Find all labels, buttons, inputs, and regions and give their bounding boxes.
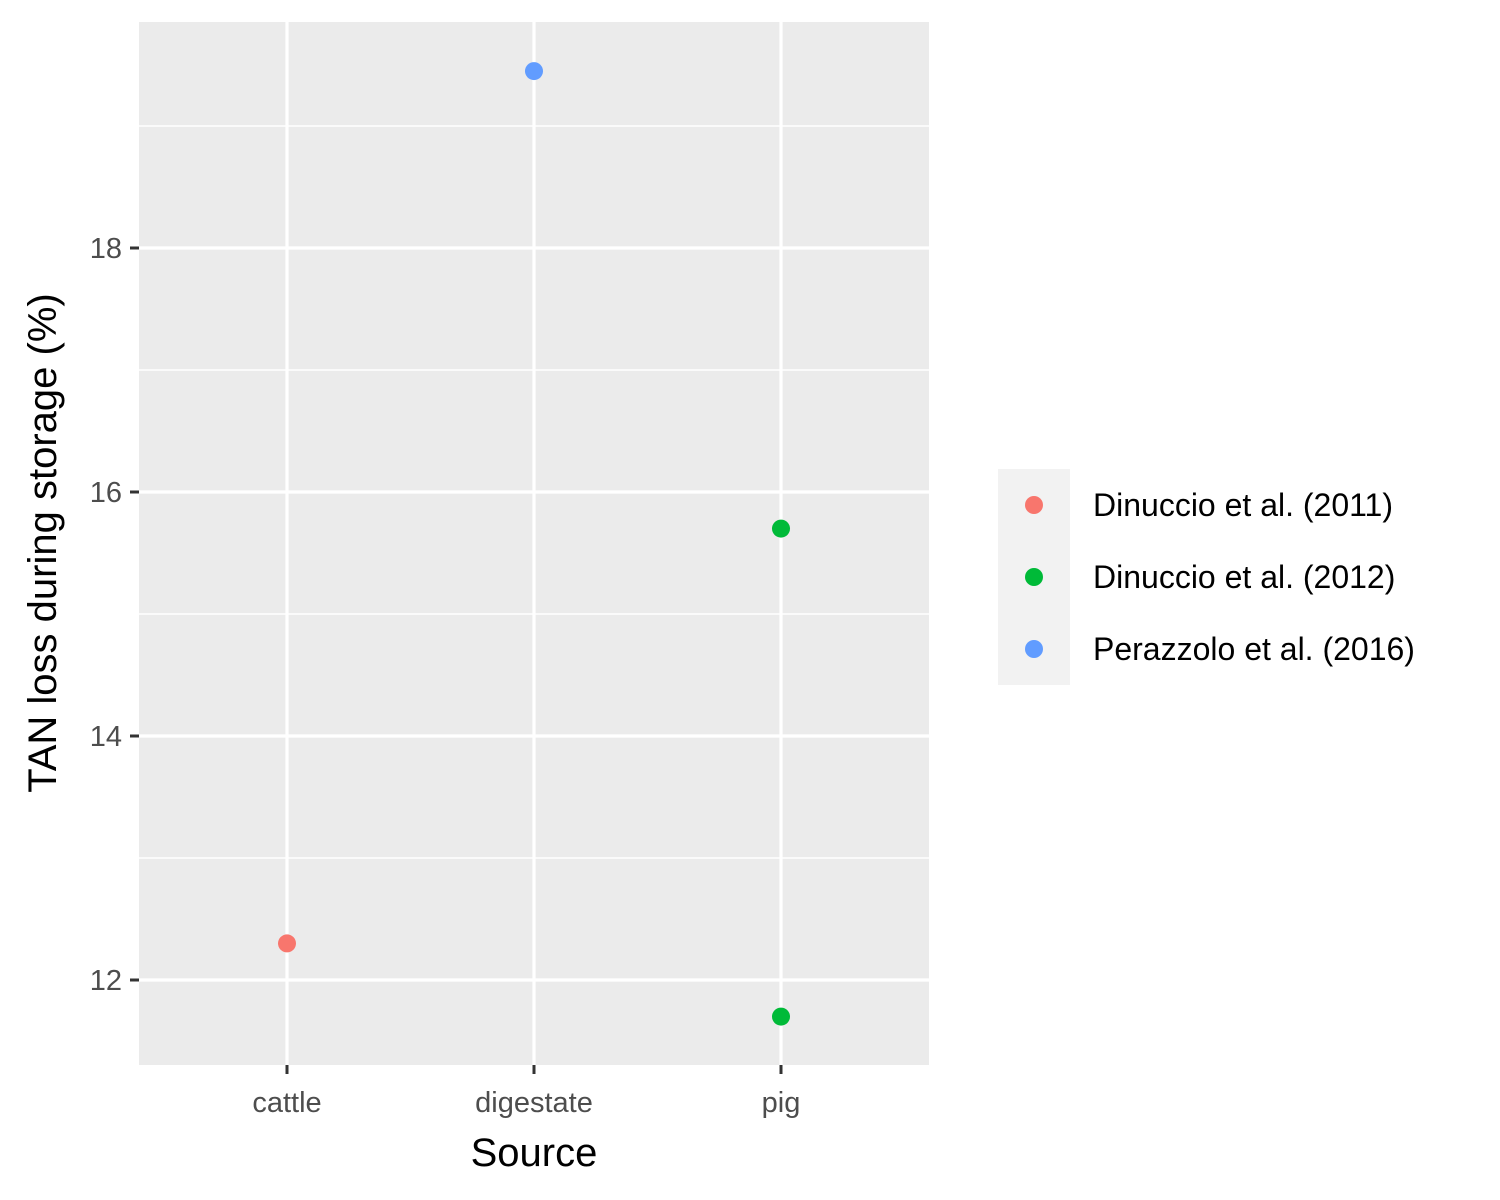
legend-key: [1025, 496, 1043, 514]
y-axis-title: TAN loss during storage (%): [21, 293, 65, 792]
y-tick-label: 12: [90, 965, 122, 997]
legend-key: [1025, 640, 1043, 658]
data-points: [278, 62, 790, 1026]
y-tick-label: 16: [90, 477, 122, 509]
major-gridlines: [139, 22, 929, 1065]
data-point: [772, 519, 790, 538]
legend-label: Perazzolo et al. (2016): [1093, 631, 1415, 667]
y-axis: 12 14 16 18: [90, 233, 139, 997]
data-point: [278, 934, 296, 953]
x-axis: cattle digestate pig: [252, 1065, 800, 1119]
legend-key: [1025, 568, 1043, 586]
y-tick-label: 18: [90, 233, 122, 265]
data-point: [525, 62, 543, 81]
legend-label: Dinuccio et al. (2011): [1093, 487, 1393, 523]
x-tick-label: pig: [762, 1087, 801, 1119]
x-axis-title: Source: [471, 1131, 598, 1175]
data-point: [772, 1007, 790, 1026]
legend-label: Dinuccio et al. (2012): [1093, 559, 1395, 595]
y-tick-label: 14: [90, 721, 122, 753]
legend: Dinuccio et al. (2011) Dinuccio et al. (2…: [998, 469, 1415, 685]
x-tick-label: digestate: [475, 1087, 593, 1119]
x-tick-label: cattle: [252, 1087, 321, 1119]
